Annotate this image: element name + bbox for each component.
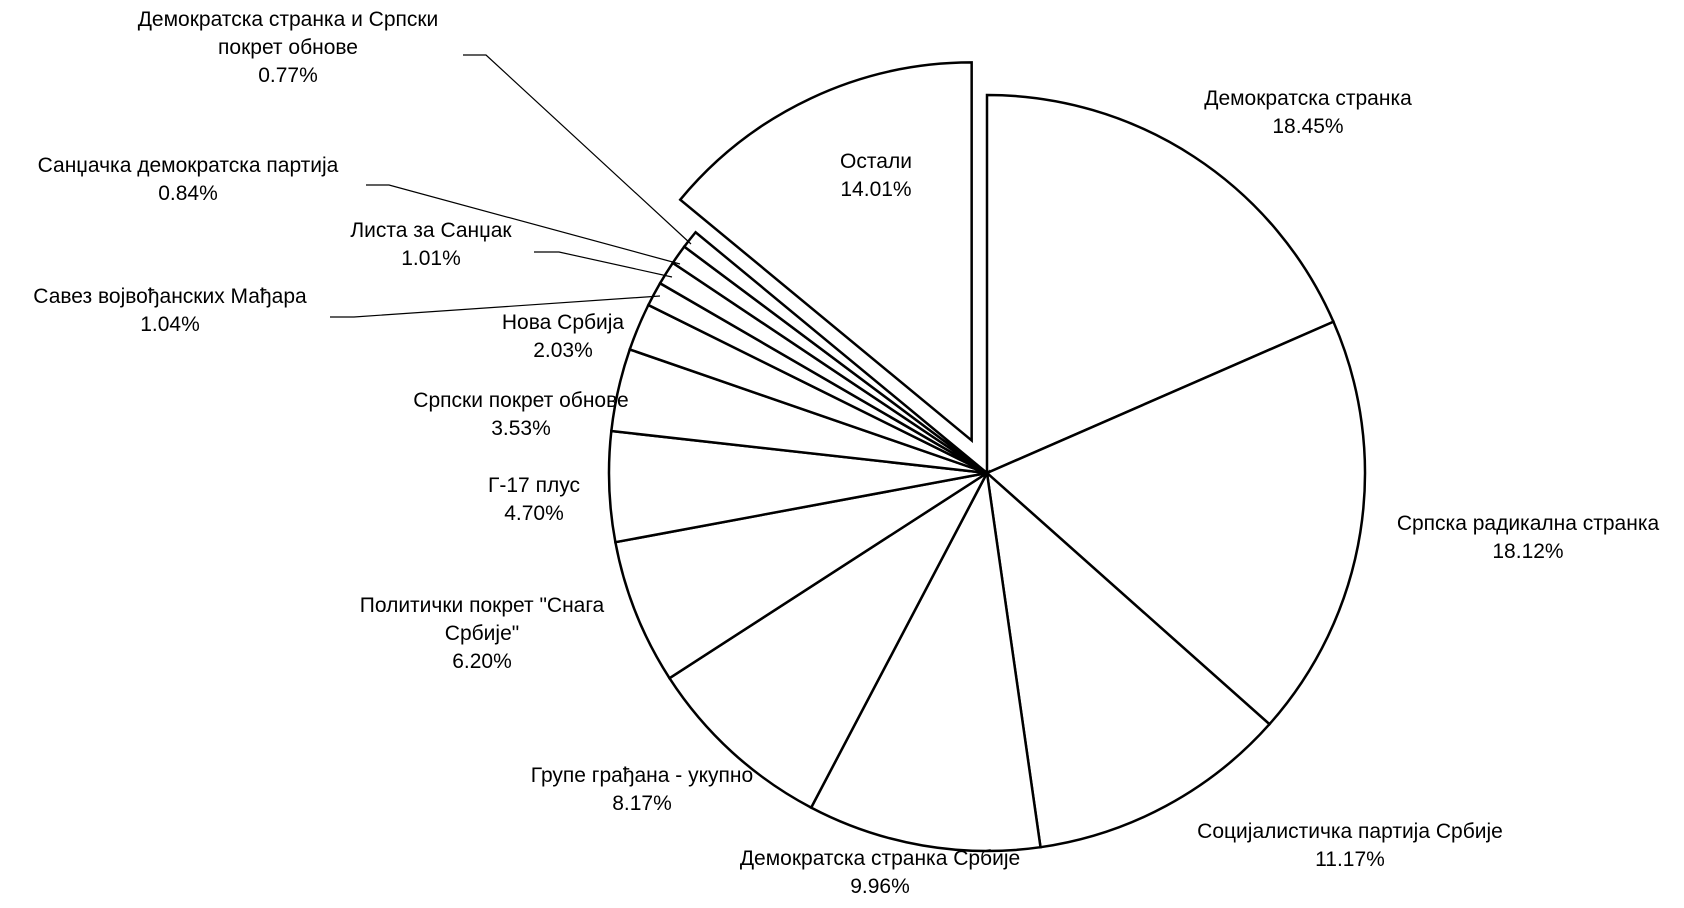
slice-name-label: Србије" bbox=[445, 622, 519, 645]
pie-slice-6 bbox=[613, 471, 988, 680]
slice-label-11: Листа за Санџак 1.01% bbox=[350, 219, 512, 270]
pie-slice-2 bbox=[984, 320, 1367, 726]
slice-label-9: Нова Србија 2.03% bbox=[502, 311, 625, 362]
slice-label-4: Демократска странка Србије 9.96% bbox=[740, 847, 1020, 898]
slice-name-label: Демократска странка bbox=[1204, 87, 1412, 110]
slice-name-label: Српски покрет обнове bbox=[413, 389, 628, 412]
slice-name-label: Санџачка демократска партија bbox=[38, 154, 339, 177]
slice-name-label: Групе грађана - укупно bbox=[531, 764, 753, 787]
slice-value-label: 1.01% bbox=[401, 247, 461, 270]
slice-value-label: 18.45% bbox=[1272, 115, 1343, 138]
leader-line-12 bbox=[366, 184, 681, 265]
slice-name-label: Српска радикална странка bbox=[1397, 512, 1660, 535]
pie-slice-3 bbox=[985, 469, 1272, 849]
slice-value-label: 4.70% bbox=[504, 502, 564, 525]
slice-name-label: Социјалистичка партија Србије bbox=[1197, 820, 1503, 843]
slice-name-label: Г-17 плус bbox=[488, 474, 580, 497]
slice-label-6: Политички покрет "Снага Србије" 6.20% bbox=[360, 594, 605, 673]
pie-slice-5 bbox=[667, 469, 991, 810]
slice-label-3: Социјалистичка партија Србије 11.17% bbox=[1197, 820, 1503, 871]
slice-label-12: Санџачка демократска партија 0.84% bbox=[38, 154, 339, 205]
slice-name-label: Политички покрет "Снага bbox=[360, 594, 605, 617]
slice-value-label: 2.03% bbox=[533, 339, 593, 362]
slice-label-14: Остали 14.01% bbox=[840, 150, 912, 201]
slice-name-label: Остали bbox=[840, 150, 912, 173]
slice-value-label: 0.77% bbox=[258, 64, 318, 87]
leader-line-10 bbox=[330, 295, 661, 318]
slice-value-label: 8.17% bbox=[612, 792, 672, 815]
slice-value-label: 18.12% bbox=[1492, 540, 1563, 563]
slice-label-1: Демократска странка 18.45% bbox=[1204, 87, 1412, 138]
leader-line-13 bbox=[463, 54, 692, 245]
slice-label-13: Демократска странка и Српски покрет обнов… bbox=[138, 8, 439, 87]
slice-value-label: 11.17% bbox=[1315, 848, 1385, 871]
slice-value-label: 6.20% bbox=[452, 650, 512, 673]
pie-slices bbox=[607, 61, 1367, 853]
pie-slice-1 bbox=[985, 93, 1336, 475]
slice-value-label: 3.53% bbox=[491, 417, 551, 440]
slice-value-label: 9.96% bbox=[850, 875, 910, 898]
slice-name-label: Листа за Санџак bbox=[350, 219, 512, 242]
slice-value-label: 0.84% bbox=[158, 182, 218, 205]
slice-name-label: Савез војвођанских Мађара bbox=[33, 285, 307, 308]
slice-label-7: Г-17 плус 4.70% bbox=[488, 474, 580, 525]
leader-line-11 bbox=[534, 251, 673, 278]
slice-label-5: Групе грађана - укупно 8.17% bbox=[531, 764, 753, 815]
leader-lines bbox=[330, 54, 692, 318]
slice-name-label: Нова Србија bbox=[502, 311, 625, 334]
slice-label-10: Савез војвођанских Мађара 1.04% bbox=[33, 285, 307, 336]
pie-slice-14 bbox=[678, 61, 973, 444]
slice-labels: Демократска странка 18.45% Српска радикалн… bbox=[33, 8, 1659, 898]
slice-value-label: 14.01% bbox=[840, 178, 911, 201]
slice-name-label: покрет обнове bbox=[218, 36, 358, 59]
slice-label-2: Српска радикална странка 18.12% bbox=[1397, 512, 1660, 563]
pie-slice-13 bbox=[682, 230, 988, 475]
slice-name-label: Демократска странка и Српски bbox=[138, 8, 439, 31]
pie-slice-4 bbox=[809, 468, 1042, 853]
slice-value-label: 1.04% bbox=[140, 313, 200, 336]
slice-label-8: Српски покрет обнове 3.53% bbox=[413, 389, 628, 440]
slice-name-label: Демократска странка Србије bbox=[740, 847, 1020, 870]
